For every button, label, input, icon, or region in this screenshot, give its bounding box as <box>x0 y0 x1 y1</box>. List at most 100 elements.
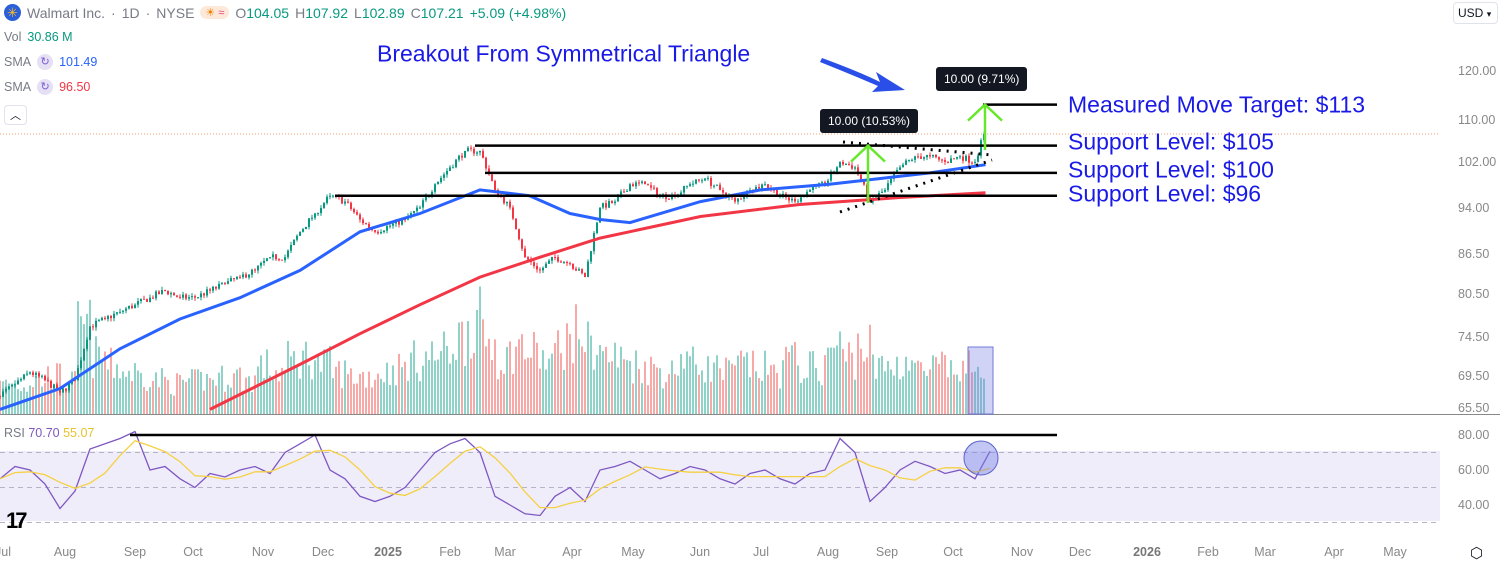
candle-body <box>305 226 307 230</box>
candle-body <box>170 293 172 295</box>
volume-bar <box>194 369 196 414</box>
volume-bar <box>143 387 145 414</box>
candle-body <box>494 180 496 190</box>
collapse-legend-button[interactable]: ︿ <box>4 105 27 125</box>
tradingview-logo[interactable]: 17 <box>6 508 28 533</box>
candle-body <box>56 384 58 391</box>
volume-bar <box>407 380 409 414</box>
volume-bar <box>929 369 931 414</box>
y-tick-label: 102.00 <box>1458 154 1497 169</box>
volume-bar <box>263 378 265 414</box>
candle-body <box>314 213 316 218</box>
currency-selector[interactable]: USD ▾ <box>1453 2 1498 24</box>
volume-bar <box>296 365 298 414</box>
candle-body <box>362 219 364 224</box>
volume-bar <box>698 374 700 414</box>
candle-body <box>800 197 802 202</box>
candle-body <box>287 250 289 258</box>
volume-bar <box>176 373 178 414</box>
candle-body <box>620 191 622 196</box>
volume-bar <box>44 382 46 414</box>
candle-body <box>80 360 82 369</box>
volume-bar <box>86 313 88 414</box>
candle-body <box>794 198 796 202</box>
candle-body <box>527 257 529 260</box>
volume-bar <box>410 352 412 414</box>
sma1-legend[interactable]: SMA ↻ 101.49 <box>4 54 98 70</box>
candle-body <box>176 295 178 297</box>
candle-body <box>908 159 910 161</box>
candle-body <box>974 161 976 163</box>
volume-bar <box>125 376 127 414</box>
candle-body <box>152 297 154 299</box>
market-status-badge[interactable]: ☀ ≈ <box>200 6 230 19</box>
candle-body <box>923 157 925 159</box>
company-name[interactable]: Walmart Inc. <box>27 4 106 21</box>
volume-bar <box>566 323 568 414</box>
x-tick-label: Nov <box>251 545 275 559</box>
candle-body <box>95 320 97 328</box>
volume-bar <box>863 361 865 414</box>
candle-body <box>110 315 112 319</box>
volume-bar <box>221 365 223 414</box>
candle-body <box>959 156 961 158</box>
candle-body <box>590 251 592 262</box>
candle-body <box>98 320 100 322</box>
candle-body <box>767 184 769 189</box>
volume-bar <box>746 352 748 414</box>
volume-bar <box>35 376 37 414</box>
y-tick-label: 94.00 <box>1458 200 1490 215</box>
volume-bar <box>623 359 625 414</box>
candle-body <box>884 189 886 192</box>
volume-bar <box>662 388 664 414</box>
volume-bar <box>734 365 736 414</box>
candle-body <box>251 269 253 275</box>
candle-body <box>734 197 736 202</box>
volume-bar <box>443 331 445 414</box>
candle-body <box>401 219 403 225</box>
volume-bar <box>518 339 520 414</box>
candle-body <box>467 147 469 151</box>
volume-bar <box>854 379 856 414</box>
x-tick-label: Aug <box>816 545 840 559</box>
candle-body <box>509 201 511 208</box>
volume-bar <box>602 351 604 414</box>
candle-body <box>548 260 550 264</box>
candle-body <box>977 155 979 162</box>
volume-bar <box>404 361 406 414</box>
volume-bar <box>932 355 934 414</box>
candle-body <box>113 313 115 319</box>
candle-body <box>503 196 505 204</box>
volume-bar <box>569 334 571 414</box>
sma200-line <box>209 191 986 411</box>
interval[interactable]: 1D <box>121 4 140 21</box>
volume-legend[interactable]: Vol 30.86 M <box>4 30 73 44</box>
volume-bar <box>638 369 640 414</box>
volume-bar <box>617 367 619 414</box>
volume-bar <box>470 358 472 414</box>
x-tick-label: Feb <box>439 545 461 559</box>
candle-body <box>968 155 970 163</box>
candle-body <box>524 248 526 258</box>
volume-bar <box>500 370 502 414</box>
volume-bar <box>731 363 733 414</box>
volume-highlight-box <box>967 346 994 415</box>
walmart-logo-icon: ✳ <box>4 4 21 21</box>
sma2-legend[interactable]: SMA ↻ 96.50 <box>4 79 91 95</box>
candle-body <box>512 207 514 219</box>
volume-bar <box>980 377 982 414</box>
candle-body <box>932 154 934 157</box>
candle-body <box>821 182 823 184</box>
volume-bar <box>107 369 109 414</box>
rsi-legend[interactable]: RSI 70.70 55.07 <box>4 426 95 440</box>
volume-bar <box>332 378 334 414</box>
volume-bar <box>968 350 970 414</box>
volume-bar <box>920 362 922 414</box>
volume-bar <box>605 346 607 414</box>
volume-bar <box>596 355 598 414</box>
candle-body <box>680 192 682 195</box>
settings-icon[interactable]: ⬡ <box>1470 545 1484 562</box>
candle-body <box>542 267 544 271</box>
volume-bar <box>323 349 325 414</box>
